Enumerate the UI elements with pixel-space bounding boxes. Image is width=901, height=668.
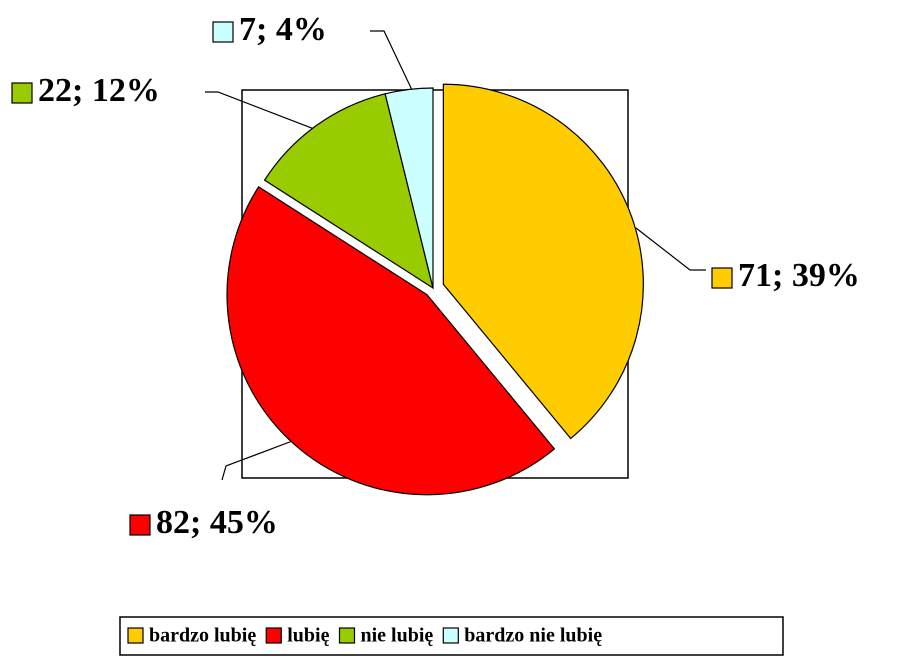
label-swatch — [711, 267, 733, 289]
leader-lines — [205, 30, 706, 481]
legend-swatch — [265, 627, 282, 644]
pie-slice — [226, 186, 556, 496]
legend-swatch — [338, 627, 356, 644]
data-label: 82; 45% — [156, 504, 278, 541]
pie-slice — [442, 83, 644, 440]
legend-label: bardzo lubię — [149, 625, 256, 647]
label-swatch — [129, 514, 151, 536]
leader-line — [370, 30, 413, 91]
data-label: 71; 39% — [738, 257, 860, 294]
pie-slice — [263, 93, 434, 290]
label-swatch — [212, 21, 234, 43]
data-label: 7; 4% — [239, 11, 327, 48]
leader-line — [635, 227, 706, 271]
pie-slice — [384, 87, 434, 289]
legend-label: nie lubię — [361, 625, 434, 647]
legend-label: lubię — [287, 625, 329, 647]
leader-line — [205, 91, 323, 133]
label-swatch — [11, 82, 33, 104]
legend-swatch — [127, 627, 144, 644]
data-label: 22; 12% — [38, 72, 160, 109]
legend-swatch — [442, 627, 459, 644]
legend-label: bardzo nie lubię — [464, 625, 602, 647]
leader-line — [221, 439, 296, 481]
